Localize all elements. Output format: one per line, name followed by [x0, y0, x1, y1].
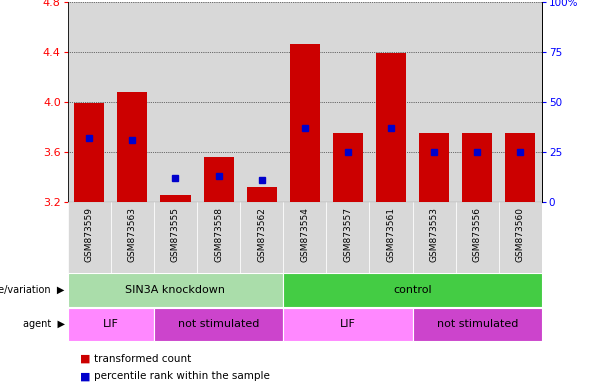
Bar — [326, 202, 369, 273]
Text: ■: ■ — [80, 371, 90, 381]
Bar — [412, 2, 456, 202]
Bar — [412, 308, 542, 341]
Bar — [499, 202, 542, 273]
Bar — [154, 308, 283, 341]
Bar — [197, 202, 240, 273]
Bar — [326, 2, 369, 202]
Bar — [283, 202, 326, 273]
Bar — [283, 273, 542, 306]
Text: SIN3A knockdown: SIN3A knockdown — [125, 285, 226, 295]
Bar — [240, 2, 283, 202]
Bar — [111, 202, 154, 273]
Bar — [333, 133, 363, 202]
Text: GSM873557: GSM873557 — [343, 207, 352, 262]
Bar — [462, 133, 492, 202]
Bar — [283, 308, 412, 341]
Text: LIF: LIF — [103, 319, 119, 329]
Text: GSM873554: GSM873554 — [300, 207, 309, 262]
Bar — [419, 133, 449, 202]
Text: transformed count: transformed count — [94, 354, 191, 364]
Bar — [412, 202, 456, 273]
Bar — [499, 2, 542, 202]
Bar — [290, 44, 320, 202]
Text: genotype/variation  ▶: genotype/variation ▶ — [0, 285, 65, 295]
Text: GSM873555: GSM873555 — [171, 207, 180, 262]
Bar — [160, 195, 191, 202]
Bar — [376, 53, 406, 202]
Bar — [68, 308, 154, 341]
Text: not stimulated: not stimulated — [436, 319, 518, 329]
Bar — [197, 2, 240, 202]
Text: GSM873562: GSM873562 — [257, 207, 266, 262]
Bar — [240, 202, 283, 273]
Bar — [154, 2, 197, 202]
Text: GSM873559: GSM873559 — [85, 207, 94, 262]
Bar — [154, 202, 197, 273]
Bar — [283, 2, 326, 202]
Bar — [369, 202, 412, 273]
Bar — [68, 273, 283, 306]
Bar — [247, 187, 277, 202]
Text: GSM873553: GSM873553 — [429, 207, 439, 262]
Text: ■: ■ — [80, 354, 90, 364]
Text: agent  ▶: agent ▶ — [23, 319, 65, 329]
Bar — [74, 103, 104, 202]
Bar — [117, 92, 147, 202]
Bar — [204, 157, 234, 202]
Text: GSM873560: GSM873560 — [516, 207, 525, 262]
Bar — [111, 2, 154, 202]
Bar — [68, 202, 111, 273]
Bar — [505, 133, 535, 202]
Bar — [456, 2, 499, 202]
Text: percentile rank within the sample: percentile rank within the sample — [94, 371, 270, 381]
Bar — [68, 2, 111, 202]
Text: not stimulated: not stimulated — [178, 319, 259, 329]
Bar — [456, 202, 499, 273]
Text: GSM873563: GSM873563 — [128, 207, 137, 262]
Text: GSM873556: GSM873556 — [473, 207, 482, 262]
Text: control: control — [393, 285, 432, 295]
Text: GSM873558: GSM873558 — [214, 207, 223, 262]
Text: GSM873561: GSM873561 — [386, 207, 396, 262]
Bar — [369, 2, 412, 202]
Text: LIF: LIF — [340, 319, 356, 329]
